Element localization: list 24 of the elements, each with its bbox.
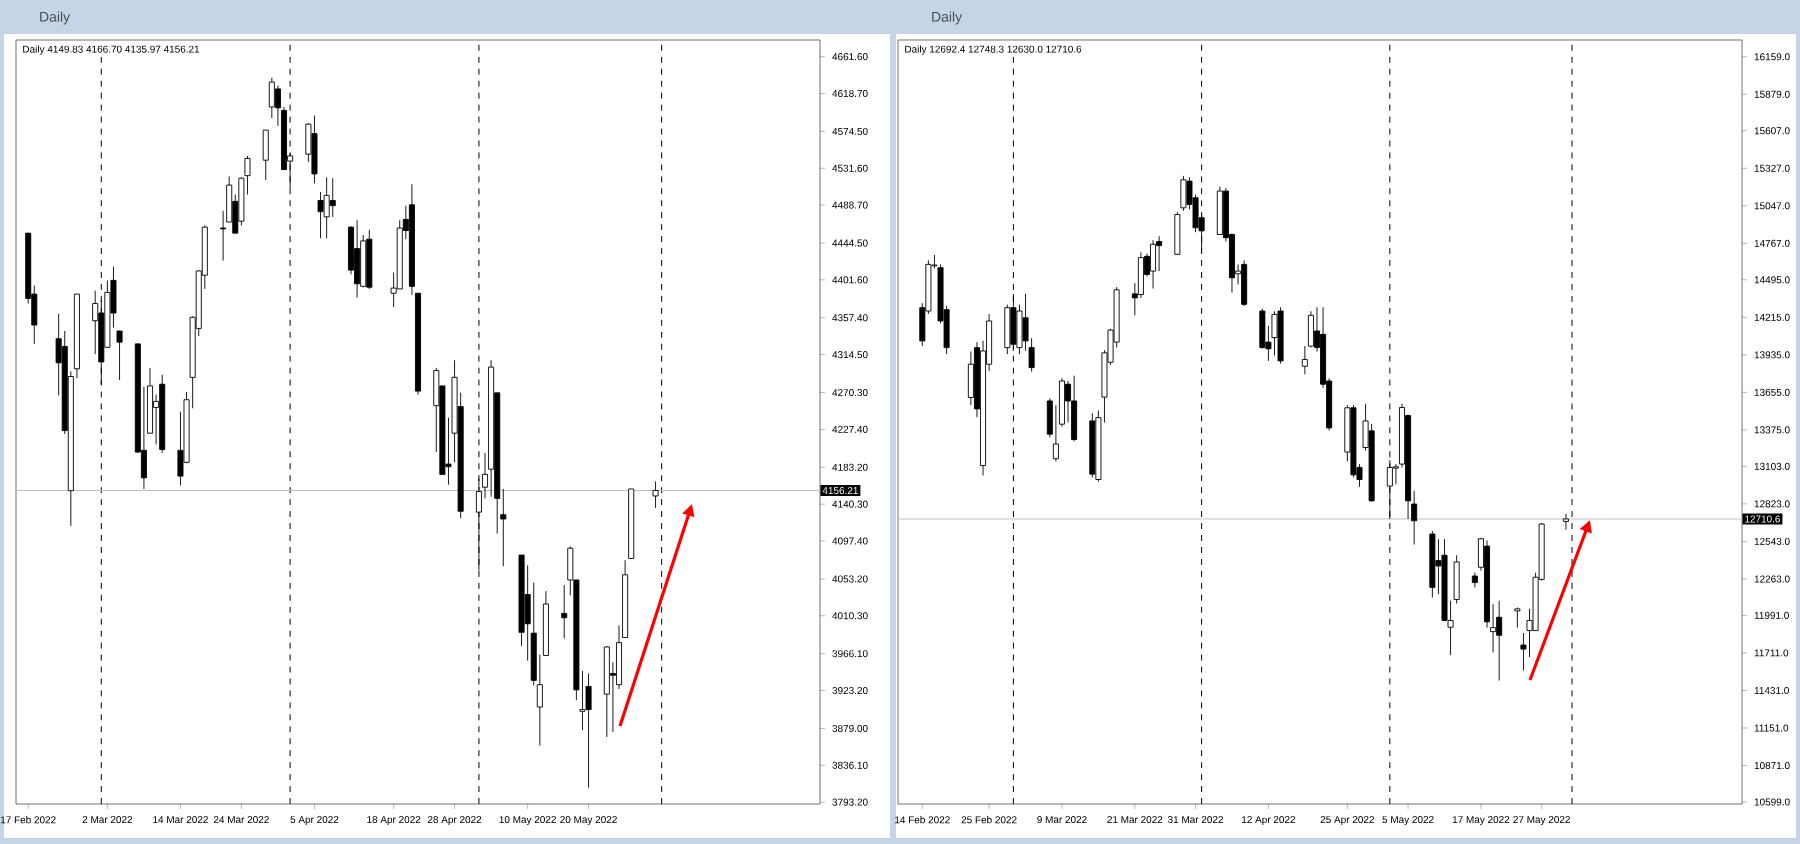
candlestick [268,77,275,119]
candlestick [311,115,318,184]
candlestick [262,129,269,181]
candlestick [317,191,324,239]
candlestick [1180,175,1187,212]
candlestick [1562,513,1569,531]
candlestick [1241,259,1248,307]
candlestick [116,330,123,381]
candlestick [967,351,974,406]
candlestick [1453,554,1460,604]
candlestick [1174,211,1181,256]
candlestick [1496,600,1503,681]
candlestick [1216,186,1223,236]
candlestick [1150,239,1157,289]
candlestick [354,219,361,298]
candlestick [1071,375,1078,442]
candlestick [603,645,610,738]
candlestick [1271,310,1278,356]
candlestick [1010,293,1017,352]
candlestick [561,584,568,639]
candlestick [323,176,330,239]
candlestick [585,673,592,789]
candlestick [1471,572,1478,588]
candlestick [329,177,336,218]
